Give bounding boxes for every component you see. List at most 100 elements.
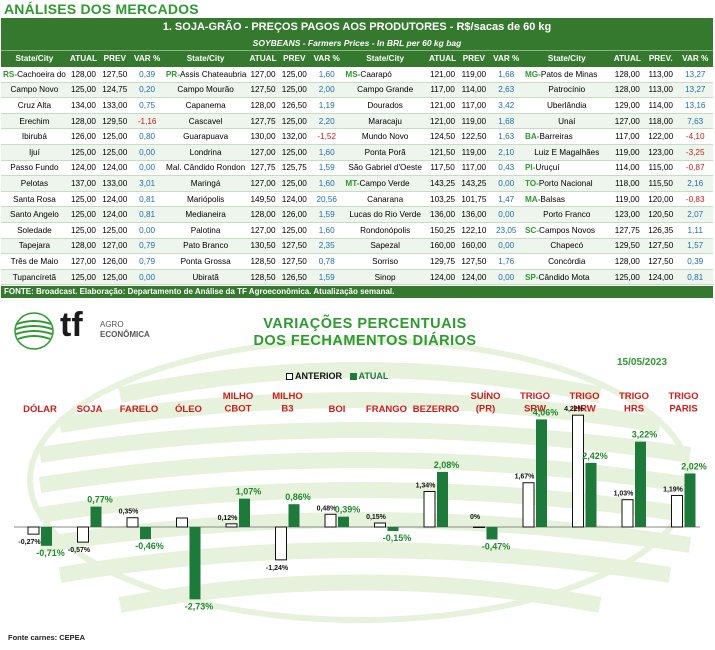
bar-anterior <box>176 517 188 528</box>
variation-percent: 7,63 <box>677 113 713 130</box>
bar-atual <box>585 462 597 527</box>
city-name: Caarapó <box>360 69 392 79</box>
current-price: 127,00 <box>247 144 279 161</box>
current-price: 125,00 <box>67 144 100 161</box>
current-price: 128,50 <box>247 269 279 286</box>
footer-source: Fonte carnes: CEPEA <box>8 633 86 642</box>
variation-percent: 1,11 <box>677 222 713 239</box>
previous-price: 120,50 <box>644 206 678 223</box>
city-name: Uruçuí <box>535 163 560 173</box>
background-wave <box>38 452 692 493</box>
variation-percent: 2,20 <box>309 113 344 130</box>
previous-price: 127,50 <box>99 66 131 83</box>
column-header: PREV <box>278 50 310 67</box>
value-label-atual: -0,46% <box>135 541 164 551</box>
bar-atual <box>288 504 300 527</box>
variation-percent: 1,68 <box>489 66 523 83</box>
city-cell: Guarapuava <box>163 128 248 145</box>
city-name: Ubiratã <box>192 272 219 282</box>
city-cell: Unaí <box>522 113 611 130</box>
city-cell: MS-Caarapó <box>343 66 427 83</box>
current-price: 117,50 <box>426 160 459 177</box>
variation-percent: 1,59 <box>309 160 344 177</box>
current-price: 118,00 <box>610 175 645 192</box>
current-price: 143,25 <box>426 175 459 192</box>
previous-price: 124,75 <box>99 82 131 99</box>
variation-percent: 1,60 <box>309 144 344 161</box>
current-price: 128,00 <box>67 66 100 83</box>
current-price: 103,25 <box>426 191 459 208</box>
bar-atual <box>239 498 250 527</box>
variation-percent: 0,81 <box>130 191 164 208</box>
column-header: PREV <box>99 50 131 67</box>
category-label: SRW <box>524 404 546 415</box>
bar-anterior <box>423 490 436 528</box>
bar-atual <box>189 527 201 600</box>
category-label: MILHO <box>272 391 303 402</box>
city-name: Chapecó <box>550 241 584 251</box>
current-price: 128,00 <box>610 82 645 99</box>
city-name: Ponta Porã <box>364 147 406 157</box>
city-cell: Sorriso <box>343 253 427 270</box>
previous-price: 117,00 <box>458 160 490 177</box>
previous-price: 124,00 <box>99 206 131 223</box>
variation-percent: 0,00 <box>489 206 523 223</box>
city-name: Uberlândia <box>546 100 587 110</box>
bar-atual <box>635 441 646 527</box>
category-label: ÓLEO <box>175 403 202 415</box>
city-name: Campo Grande <box>357 85 414 95</box>
current-price: 117,00 <box>426 82 459 99</box>
previous-price: 126,00 <box>278 206 310 223</box>
city-name: Ibirubá <box>21 132 47 142</box>
city-cell: Santo Angelo <box>1 206 68 223</box>
variation-percent: 0,81 <box>130 206 164 223</box>
state-code: PR- <box>165 69 180 79</box>
city-name: Tupancíretã <box>12 272 57 282</box>
city-cell: Capanema <box>163 97 248 114</box>
city-name: Medianeira <box>185 210 226 220</box>
current-price: 134,00 <box>67 97 100 114</box>
column-header: State/City <box>163 50 248 67</box>
city-name: Santa Rosa <box>13 194 56 204</box>
variation-percent: -3,25 <box>677 144 713 161</box>
table-source: FONTE: Broadcast. Elaboração: Departamen… <box>1 286 713 298</box>
current-price: 127,00 <box>247 175 279 192</box>
current-price: 124,00 <box>426 269 459 286</box>
city-name: Erechim <box>19 116 50 126</box>
previous-price: 125,00 <box>278 222 310 239</box>
table-row: Soledade 125,00 125,00 0,00 Palotina 127,00 12… <box>1 222 713 239</box>
value-label-anterior: 0,48% <box>317 505 338 512</box>
category-label: B3 <box>281 404 293 415</box>
value-label-atual: 1,07% <box>236 487 262 497</box>
variation-percent: 0,79 <box>130 238 164 255</box>
city-name: Dourados <box>367 100 403 110</box>
current-price: 127,50 <box>247 82 279 99</box>
bar-atual <box>684 473 696 527</box>
previous-price: 125,00 <box>278 175 310 192</box>
background-wave <box>118 574 602 613</box>
background-wave <box>58 542 672 583</box>
city-name: Lucas do Rio Verde <box>349 210 421 220</box>
city-cell: Mundo Novo <box>343 128 427 145</box>
current-price: 125,00 <box>67 269 100 286</box>
current-price: 127,75 <box>247 113 279 130</box>
bar-atual <box>536 419 547 527</box>
table-row: Ijuí 125,00 125,00 0,00 Londrina 127,00 125,00… <box>1 144 713 161</box>
city-cell: MG-Patos de Minas <box>522 66 611 83</box>
city-name: Ijuí <box>28 147 40 157</box>
value-label-atual: 0,39% <box>335 505 361 515</box>
value-label-atual: 3,22% <box>632 430 658 440</box>
city-name: Porto Nacional <box>538 178 593 188</box>
previous-price: 125,00 <box>278 82 310 99</box>
city-name: Sorriso <box>372 256 399 266</box>
city-name: Patrocínio <box>548 85 586 95</box>
value-label-atual: 2,42% <box>582 451 608 461</box>
current-price: 137,00 <box>67 175 100 192</box>
category-label: SUÍNO <box>470 391 500 402</box>
column-header: State/City <box>522 50 611 67</box>
tf-logo: tf AGRO ECONÔMICA <box>12 306 162 352</box>
city-cell: Campo Novo <box>1 82 68 99</box>
previous-price: 122,00 <box>644 128 678 145</box>
logo-sub-economica: ECONÔMICA <box>100 330 150 339</box>
city-cell: Mariópolis <box>163 191 248 208</box>
